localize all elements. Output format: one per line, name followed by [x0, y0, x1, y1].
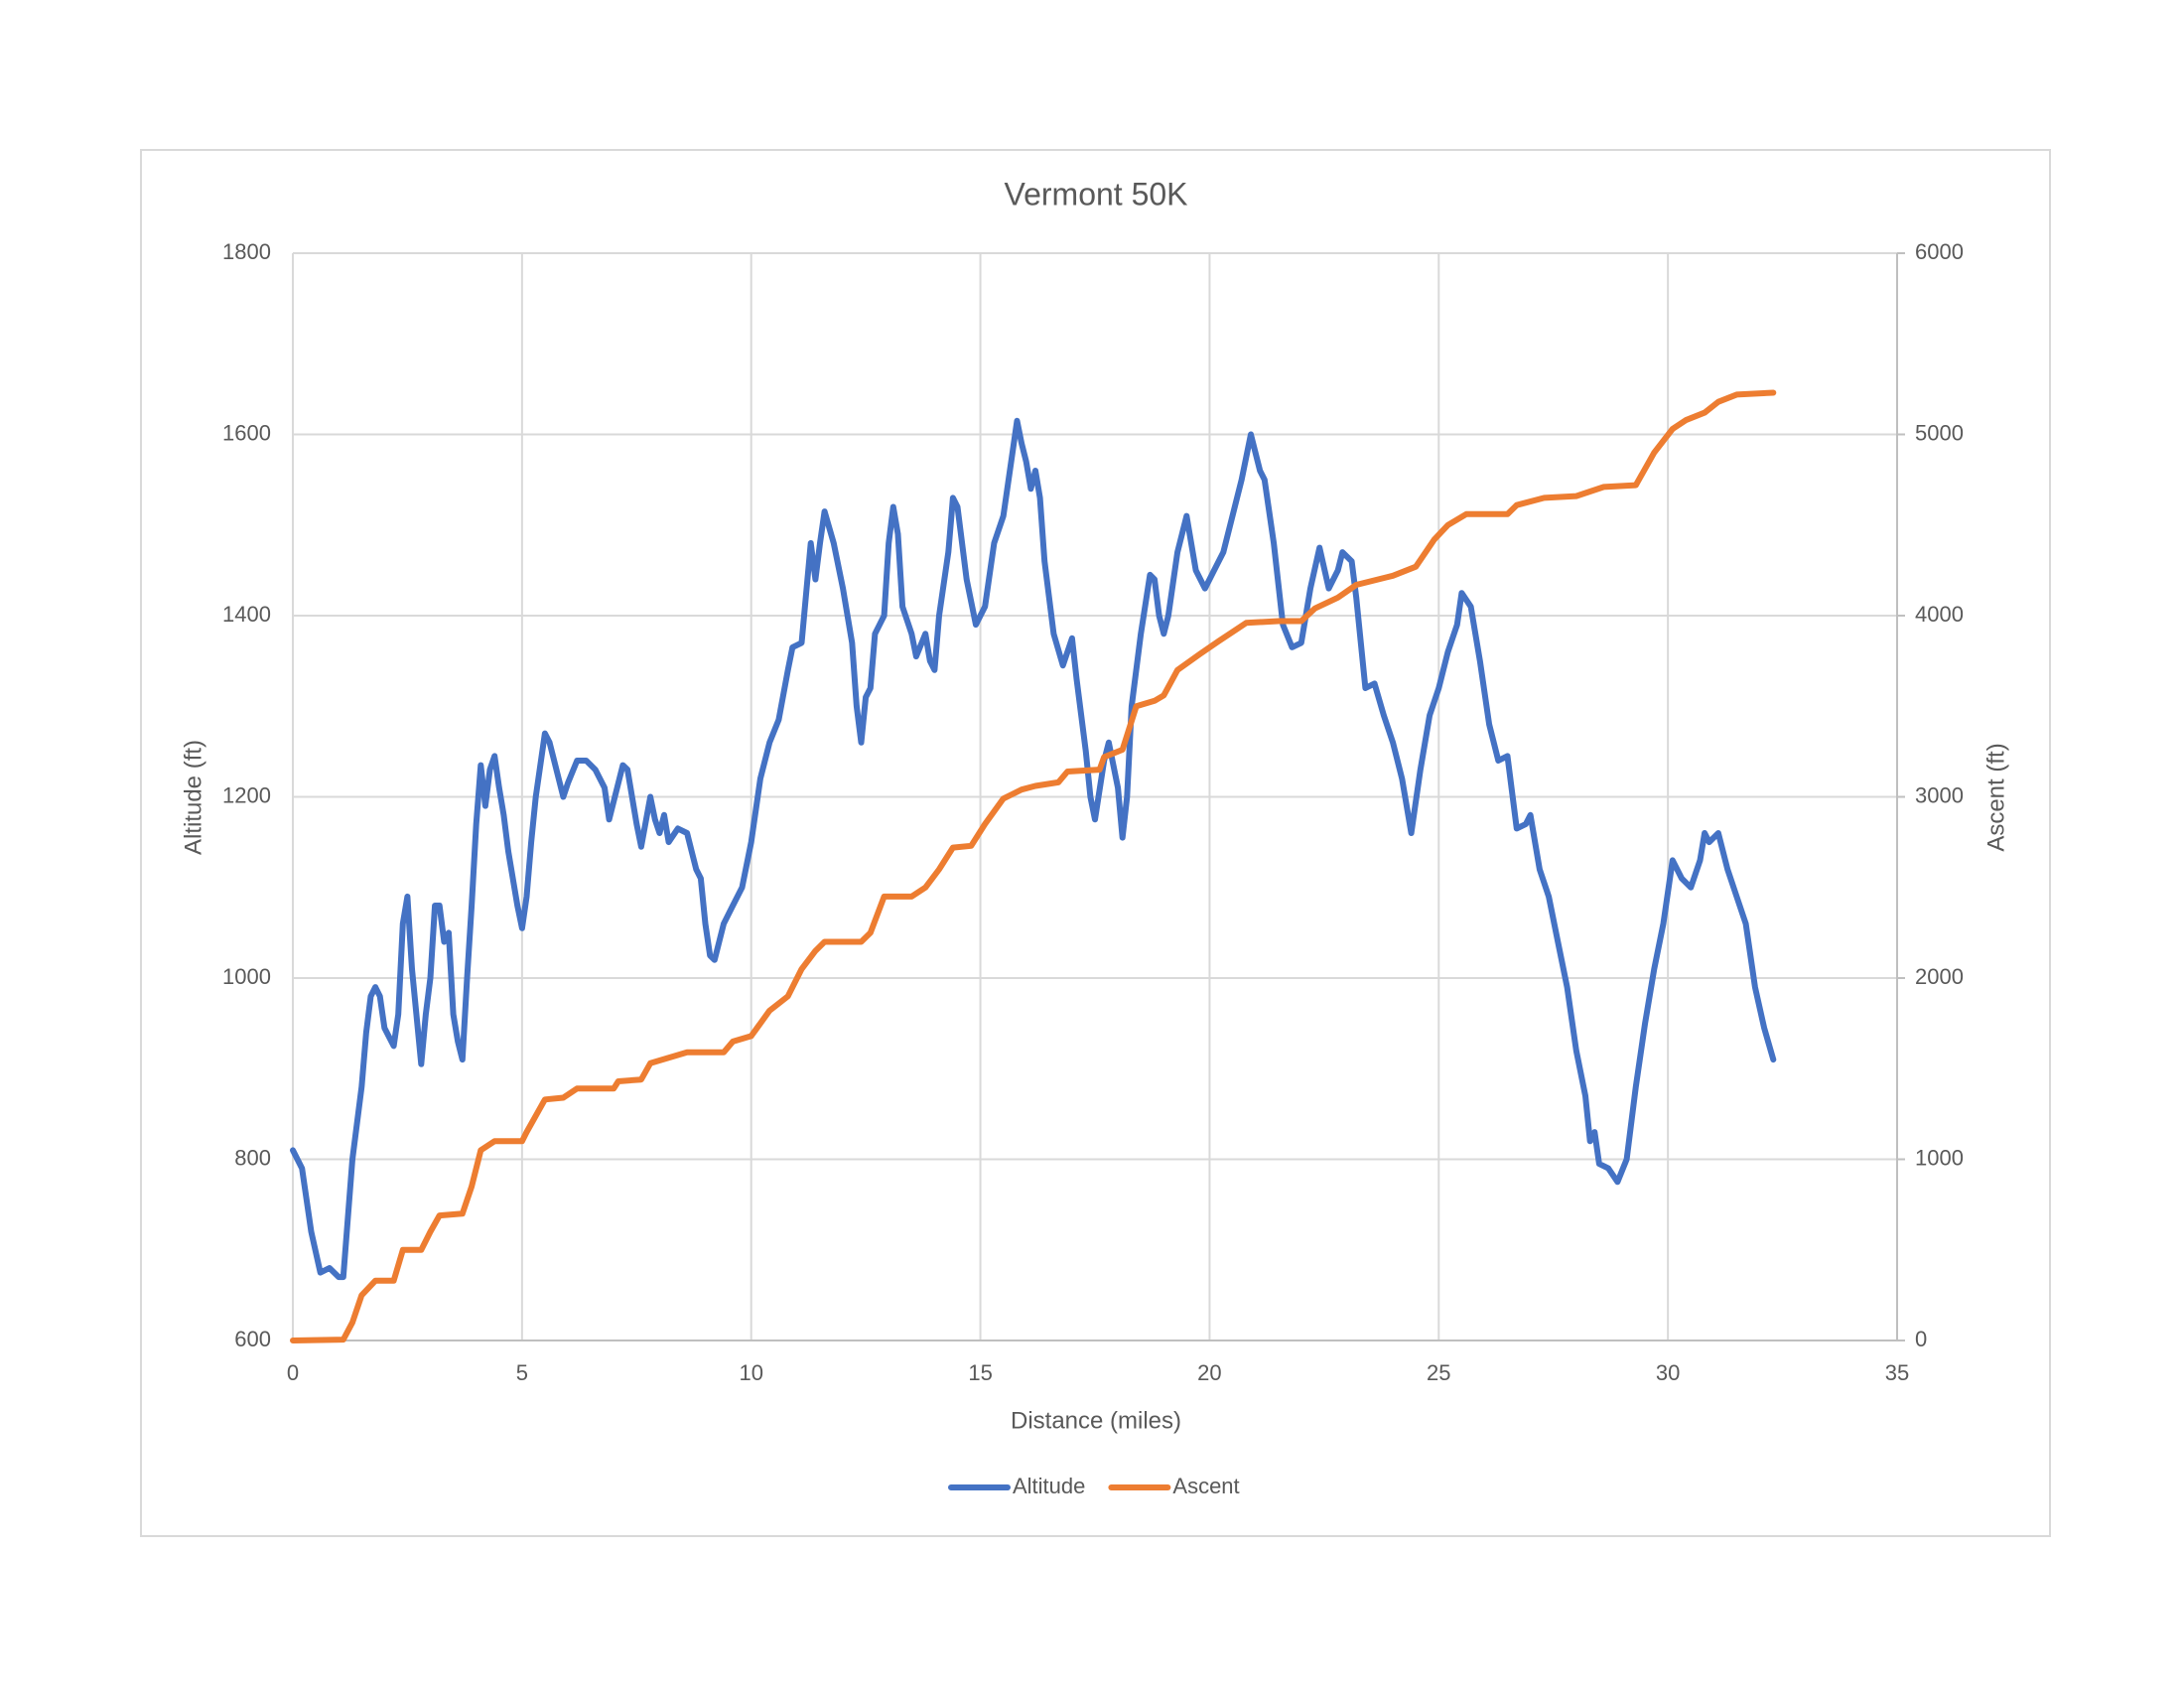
y-tick-label: 1400: [222, 602, 271, 627]
y2-axis-label: Ascent (ft): [1982, 743, 2009, 851]
y-tick-label: 1200: [222, 782, 271, 807]
y-axis-label: Altitude (ft): [180, 740, 206, 855]
y2-tick-label: 3000: [1915, 782, 1964, 807]
y-tick-label: 1000: [222, 964, 271, 989]
series-line: [290, 417, 1777, 1281]
y-tick-label: 800: [234, 1145, 271, 1170]
x-tick-label: 30: [1656, 1360, 1680, 1385]
legend-label: Ascent: [1172, 1474, 1239, 1498]
y-tick-label: 1600: [222, 420, 271, 445]
series-line: [290, 389, 1777, 1343]
chart-area: [140, 149, 2051, 1537]
y2-tick-label: 0: [1915, 1327, 1927, 1351]
y2-tick-label: 6000: [1915, 239, 1964, 264]
x-axis-label: Distance (miles): [1011, 1407, 1181, 1434]
x-tick-label: 15: [968, 1360, 992, 1385]
x-tick-label: 20: [1197, 1360, 1221, 1385]
chart-title: Vermont 50K: [1005, 176, 1188, 212]
y2-tick-label: 2000: [1915, 964, 1964, 989]
x-tick-label: 5: [516, 1360, 528, 1385]
x-tick-label: 0: [287, 1360, 299, 1385]
x-tick-label: 25: [1427, 1360, 1450, 1385]
y2-tick-label: 4000: [1915, 602, 1964, 627]
legend-label: Altitude: [1013, 1474, 1085, 1498]
x-tick-label: 35: [1885, 1360, 1909, 1385]
y-tick-label: 1800: [222, 239, 271, 264]
y-tick-label: 600: [234, 1327, 271, 1351]
x-tick-label: 10: [739, 1360, 762, 1385]
y2-tick-label: 5000: [1915, 420, 1964, 445]
y2-tick-label: 1000: [1915, 1145, 1964, 1170]
